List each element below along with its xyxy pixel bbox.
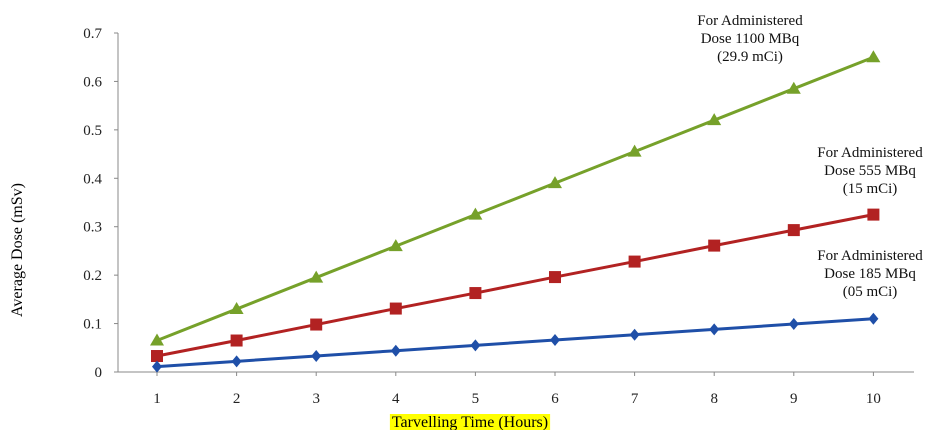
- series-triangle: [150, 50, 881, 346]
- data-point: [152, 360, 162, 373]
- y-axis-label: Average Dose (mSv): [9, 183, 26, 317]
- x-axis-label: Tarvelling Time (Hours): [392, 414, 548, 430]
- x-tick-labels: 1 2 3 4 5 6 7 8 9 10: [153, 391, 881, 407]
- annotation-line: (29.9 mCi): [717, 49, 783, 65]
- data-point: [231, 355, 242, 368]
- y-tick-label: 0.1: [83, 317, 102, 333]
- annotation-line: Dose 185 MBq: [824, 266, 916, 282]
- y-tick-label: 0.7: [83, 26, 102, 42]
- x-tick-label: 5: [472, 391, 480, 407]
- data-point: [786, 81, 801, 94]
- data-point: [549, 271, 561, 284]
- data-point: [310, 318, 323, 331]
- y-tick-label: 0.2: [83, 268, 102, 284]
- data-point: [548, 176, 562, 189]
- data-point: [470, 339, 481, 352]
- x-tick-label: 2: [233, 391, 241, 407]
- series-layer: [150, 50, 881, 373]
- annotation-line: For Administered: [817, 248, 923, 264]
- annotation-line: Dose 1100 MBq: [701, 31, 800, 47]
- y-tick-label: 0.3: [83, 220, 102, 236]
- series-diamond: [152, 312, 879, 373]
- series-annotations: For Administered Dose 1100 MBq (29.9 mCi)F…: [697, 13, 923, 300]
- data-point: [627, 144, 642, 157]
- y-tick-label: 0.4: [83, 171, 102, 187]
- series-line: [156, 317, 874, 369]
- series-annotation: For Administered Dose 555 MBq (15 mCi): [817, 145, 923, 197]
- data-point: [868, 312, 879, 325]
- x-tick-label: 6: [551, 391, 559, 407]
- data-point: [469, 287, 482, 300]
- data-point: [390, 344, 401, 357]
- series-line: [156, 55, 874, 342]
- x-tick-label: 7: [631, 391, 639, 407]
- axes: [114, 32, 914, 376]
- data-point: [707, 113, 722, 126]
- x-tick-label: 10: [866, 391, 881, 407]
- annotation-line: (15 mCi): [843, 181, 898, 197]
- data-point: [550, 334, 560, 347]
- data-point: [468, 207, 483, 220]
- series-annotation: For Administered Dose 1100 MBq (29.9 mCi): [697, 13, 803, 65]
- data-point: [309, 270, 324, 283]
- x-tick-label: 3: [312, 391, 320, 407]
- series-annotation: For Administered Dose 185 MBq (05 mCi): [817, 248, 923, 300]
- data-point: [151, 350, 163, 363]
- annotation-line: Dose 555 MBq: [824, 163, 916, 179]
- series-line: [156, 213, 874, 358]
- x-tick-label: 1: [153, 391, 161, 407]
- data-point: [709, 323, 720, 336]
- x-tick-label: 4: [392, 391, 400, 407]
- data-point: [389, 302, 402, 315]
- data-point: [388, 239, 403, 252]
- y-tick-label: 0.6: [83, 74, 102, 90]
- annotation-line: For Administered: [697, 13, 803, 29]
- data-point: [230, 334, 243, 347]
- data-point: [787, 224, 800, 237]
- data-point: [867, 208, 880, 221]
- x-tick-label: 8: [710, 391, 718, 407]
- annotation-line: For Administered: [817, 145, 923, 161]
- data-point: [866, 50, 881, 63]
- data-point: [150, 333, 164, 346]
- series-square: [151, 208, 880, 363]
- data-point: [629, 328, 640, 341]
- x-tick-label: 9: [790, 391, 798, 407]
- data-point: [708, 239, 721, 252]
- y-tick-label: 0: [95, 365, 103, 381]
- data-point: [628, 255, 641, 268]
- y-tick-label: 0.5: [83, 123, 102, 139]
- x-axis-label-highlight: [389, 414, 551, 430]
- data-point: [788, 318, 799, 331]
- y-tick-labels: 0 0.1 0.2 0.3 0.4 0.5 0.6 0.7: [83, 26, 102, 381]
- annotation-line: (05 mCi): [843, 284, 898, 300]
- data-point: [229, 302, 244, 315]
- data-point: [311, 350, 322, 363]
